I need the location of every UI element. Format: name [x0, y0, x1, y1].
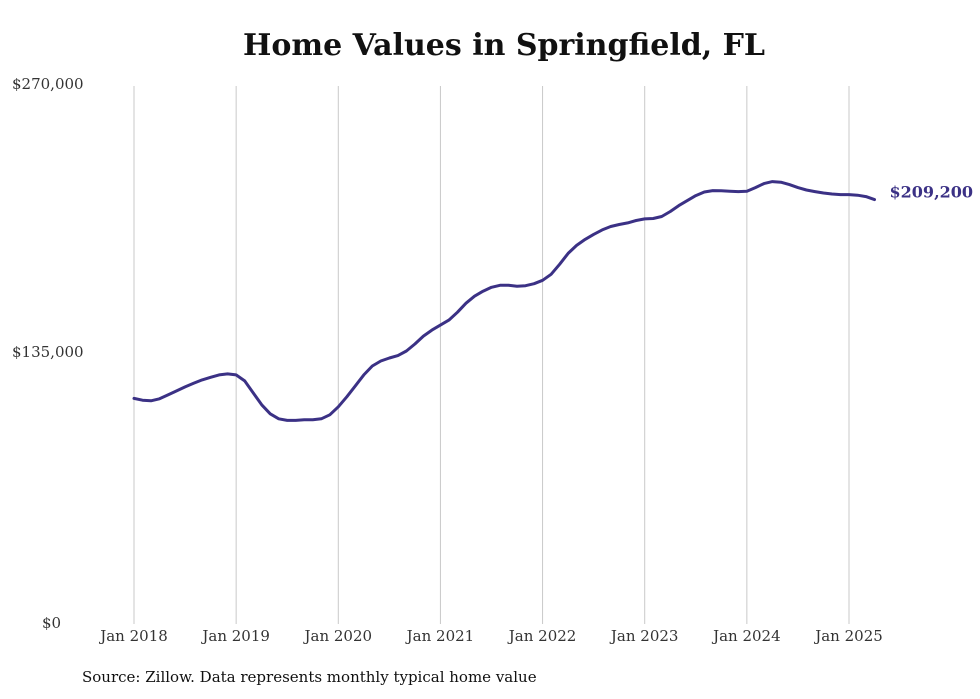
y-tick-label-top: $270,000 [12, 75, 84, 93]
x-tick-label: Jan 2019 [200, 627, 270, 645]
x-tick-label: Jan 2018 [98, 627, 168, 645]
x-tick-label: Jan 2023 [609, 627, 679, 645]
x-tick-label: Jan 2022 [507, 627, 577, 645]
x-tick-label: Jan 2020 [303, 627, 373, 645]
end-value-label: $209,200 [890, 183, 974, 202]
y-tick-label-middle: $135,000 [12, 343, 84, 361]
x-tick-label: Jan 2025 [813, 627, 883, 645]
y-tick-label-bottom: $0 [42, 614, 62, 632]
series-line [132, 180, 876, 422]
x-tick-label: Jan 2024 [711, 627, 781, 645]
source-note: Source: Zillow. Data represents monthly … [82, 668, 537, 686]
chart-title: Home Values in Springfield, FL [242, 28, 766, 63]
x-tick-label: Jan 2021 [405, 627, 475, 645]
